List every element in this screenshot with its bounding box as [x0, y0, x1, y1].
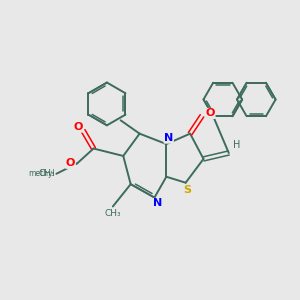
Text: N: N — [164, 133, 173, 143]
Text: H: H — [233, 140, 241, 150]
Text: N: N — [153, 199, 162, 208]
Text: S: S — [183, 185, 191, 195]
Text: O: O — [206, 108, 215, 118]
Text: O: O — [73, 122, 83, 132]
Text: methyl: methyl — [28, 169, 55, 178]
Text: O: O — [66, 158, 75, 168]
Text: CH₃: CH₃ — [38, 169, 55, 178]
Text: CH₃: CH₃ — [104, 209, 121, 218]
